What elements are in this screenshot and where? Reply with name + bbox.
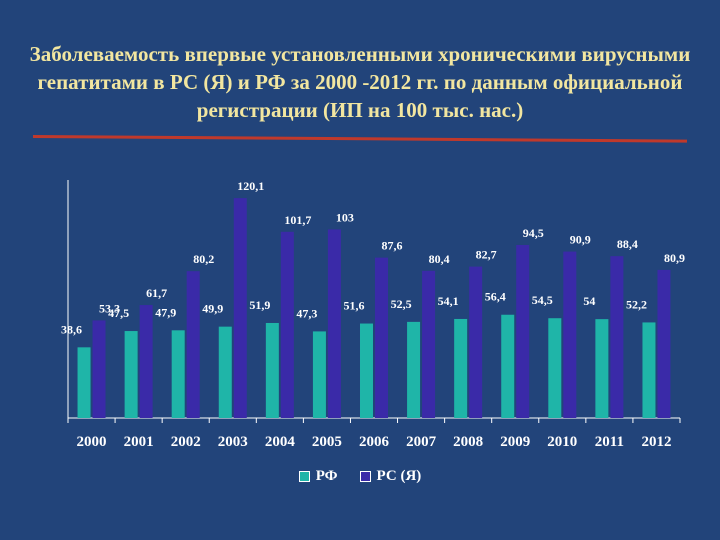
bar — [375, 257, 388, 418]
data-label: 80,2 — [193, 252, 214, 266]
bar — [563, 251, 577, 418]
bar — [360, 323, 373, 418]
data-label: 51,6 — [344, 299, 365, 313]
data-label: 88,4 — [617, 237, 638, 251]
x-tick-label: 2010 — [547, 434, 577, 450]
bar — [454, 318, 468, 418]
legend-label-rf: РФ — [315, 468, 338, 484]
x-tick-label: 2006 — [359, 434, 390, 450]
bar — [642, 322, 656, 418]
data-label: 87,6 — [382, 239, 403, 253]
data-label: 47,9 — [155, 305, 176, 319]
data-label: 47,5 — [108, 306, 129, 320]
x-tick-label: 2002 — [171, 434, 201, 450]
legend-swatch-rs — [359, 471, 371, 482]
bar — [124, 331, 138, 418]
x-tick-label: 2008 — [453, 434, 483, 450]
data-label: 51,9 — [249, 298, 270, 312]
x-tick-label: 2003 — [218, 434, 248, 450]
bar — [422, 270, 436, 418]
bar — [280, 231, 294, 418]
data-label: 101,7 — [284, 213, 311, 227]
bar — [92, 320, 106, 418]
bar — [327, 229, 341, 418]
chart-title: Заболеваемость впервые установленными хр… — [29, 42, 691, 122]
bar — [233, 198, 247, 418]
legend-item-rf: РФ — [298, 468, 338, 485]
bar — [265, 322, 279, 418]
data-label: 47,3 — [296, 306, 317, 320]
x-tick-label: 2001 — [124, 434, 154, 450]
bar — [139, 305, 153, 418]
legend-swatch-rf — [298, 471, 310, 482]
x-tick-label: 2012 — [641, 434, 671, 450]
bar — [77, 347, 91, 418]
data-label: 53,3 — [99, 301, 120, 315]
x-tick-label: 2009 — [500, 434, 530, 450]
bar — [469, 266, 483, 418]
bar — [171, 330, 185, 418]
data-label: 38,6 — [61, 322, 82, 336]
data-label: 94,5 — [523, 226, 544, 240]
data-label: 103 — [336, 210, 354, 224]
data-label: 54 — [583, 294, 595, 308]
x-tick-label: 2005 — [312, 434, 342, 450]
data-label: 54,1 — [438, 294, 459, 308]
x-tick-label: 2007 — [406, 434, 437, 450]
data-label: 56,4 — [485, 290, 506, 304]
bar — [610, 256, 624, 418]
bar — [312, 331, 326, 418]
data-label: 52,5 — [391, 297, 412, 311]
bar — [548, 318, 562, 418]
bar — [657, 269, 671, 418]
data-label: 82,7 — [476, 248, 497, 262]
x-tick-label: 2000 — [77, 434, 107, 450]
data-label: 80,9 — [664, 251, 685, 265]
legend-item-rs: РС (Я) — [359, 468, 422, 485]
bar — [186, 271, 200, 418]
legend: РФ РС (Я) — [0, 468, 720, 485]
bar — [595, 319, 609, 418]
data-label: 61,7 — [146, 286, 167, 300]
data-label: 52,2 — [626, 297, 647, 311]
data-label: 49,9 — [202, 302, 223, 316]
data-label: 80,4 — [429, 252, 450, 266]
bar — [218, 326, 232, 418]
data-label: 120,1 — [237, 179, 264, 193]
legend-label-rs: РС (Я) — [376, 468, 422, 484]
data-label: 90,9 — [570, 233, 591, 247]
bar — [501, 314, 515, 418]
x-tick-label: 2004 — [265, 434, 296, 450]
bar — [516, 244, 530, 418]
x-tick-label: 2011 — [595, 434, 624, 450]
bar — [407, 321, 421, 418]
data-label: 54,5 — [532, 293, 553, 307]
